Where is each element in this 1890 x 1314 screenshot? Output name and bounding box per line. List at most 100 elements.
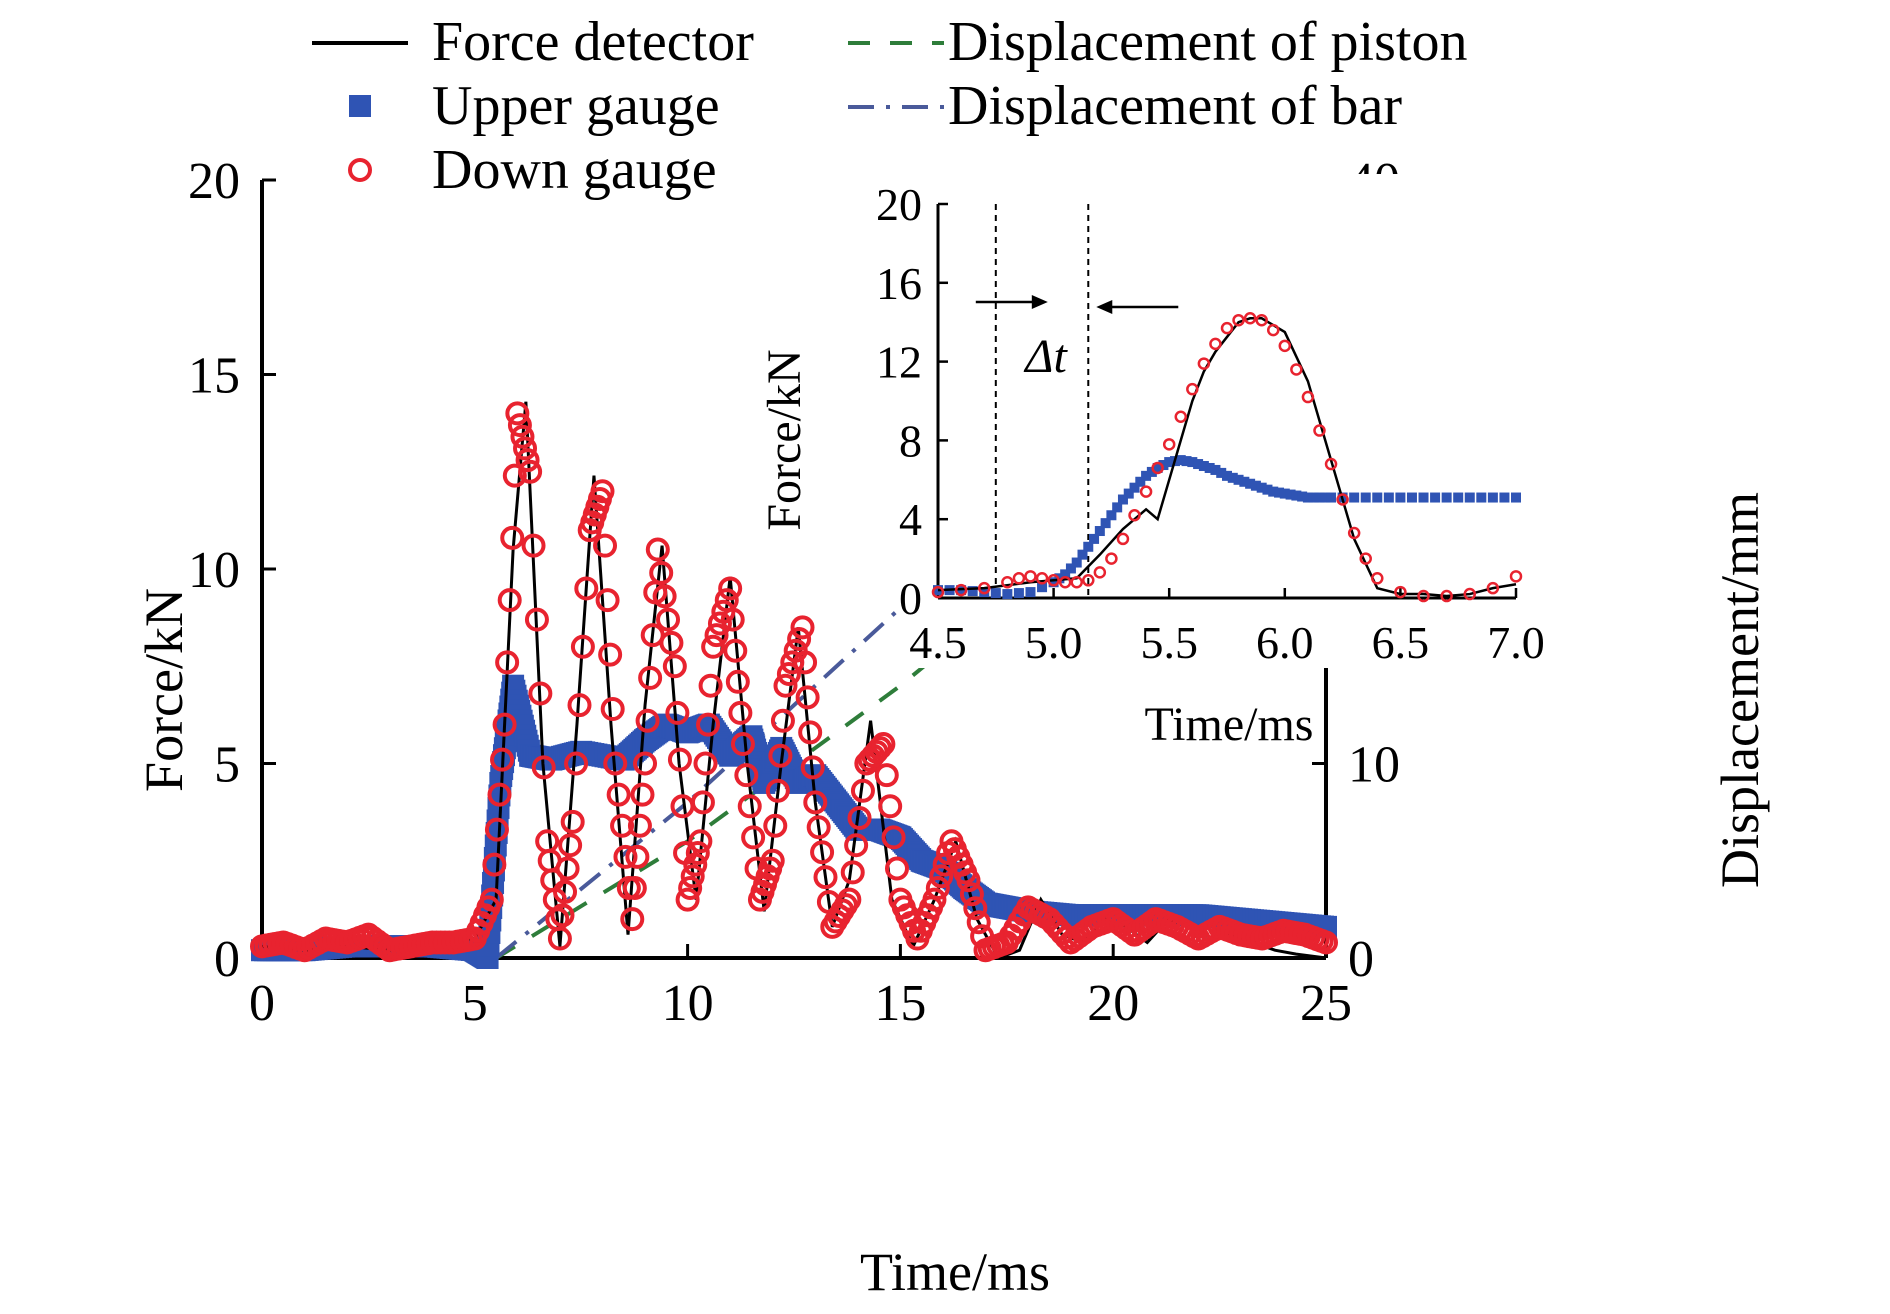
down-gauge-point <box>696 712 721 737</box>
down-gauge-point <box>495 650 520 675</box>
down-gauge-point <box>844 833 869 858</box>
legend-upper-gauge-swatch <box>349 95 371 117</box>
down-gauge-point <box>847 805 872 830</box>
down-gauge-point <box>878 794 903 819</box>
inset-down-gauge-point <box>1174 410 1188 424</box>
inset-down-gauge-point <box>1082 574 1095 587</box>
inset-down-gauge-point <box>1324 457 1338 471</box>
down-gauge-point <box>773 673 798 698</box>
inset-upper-gauge-point <box>990 588 1001 599</box>
inset-upper-gauge-point <box>967 586 978 597</box>
inset-upper-gauge-point <box>1198 461 1209 472</box>
down-gauge-point <box>610 813 635 838</box>
inset-upper-gauge-point <box>1164 457 1175 468</box>
down-gauge-point <box>925 875 950 900</box>
inset-down-gauge-point <box>1290 363 1303 376</box>
inset-down-gauge-point <box>1197 357 1211 370</box>
main-y-tick-label: 10 <box>188 542 240 599</box>
inset-down-gauge-point <box>1128 509 1141 522</box>
down-gauge-point <box>603 751 628 776</box>
inset-upper-gauge-point <box>1146 466 1157 477</box>
down-gauge-point <box>558 833 583 858</box>
inset-upper-gauge-point <box>1175 455 1186 466</box>
main-y2-axis-label: Displacement/mm <box>1710 492 1770 888</box>
down-gauge-point <box>884 856 909 881</box>
inset-upper-gauge-point <box>1204 462 1215 473</box>
inset-upper-gauge-point <box>1239 476 1250 487</box>
down-gauge-point <box>531 755 556 780</box>
inset-upper-gauge-point <box>1279 488 1290 499</box>
inset-down-gauge-point <box>1463 587 1477 601</box>
down-gauge-point <box>479 887 504 912</box>
down-gauge-point <box>490 747 515 772</box>
inset-upper-gauge-point <box>1441 492 1452 503</box>
down-gauge-point <box>521 533 546 558</box>
inset-down-gauge-point <box>1001 575 1014 589</box>
down-gauge-point <box>649 560 674 585</box>
down-gauge-point <box>850 778 875 803</box>
down-gauge-point <box>502 463 527 488</box>
series-down-gauge <box>250 401 1338 963</box>
inset-upper-gauge-point <box>1152 462 1163 473</box>
inset-upper-gauge-point <box>1187 457 1198 468</box>
inset-upper-gauge-point <box>1487 492 1498 503</box>
inset-upper-gauge-point <box>1071 557 1082 568</box>
down-gauge-point <box>763 813 788 838</box>
inset-down-gauge-point <box>1394 585 1407 599</box>
down-gauge-point <box>810 840 835 865</box>
down-gauge-point <box>625 844 650 869</box>
inset-upper-gauge-point <box>1372 492 1383 503</box>
inset-upper-gauge-point <box>1314 492 1325 503</box>
down-gauge-point <box>881 825 906 850</box>
down-gauge-point <box>497 588 522 613</box>
inset-upper-gauge-point <box>1233 474 1244 485</box>
down-gauge-point <box>765 778 790 803</box>
main-x-tick-label: 10 <box>662 975 714 1032</box>
inset-down-gauge-point <box>1440 589 1453 603</box>
legend-down-gauge-label: Down gauge <box>432 139 717 201</box>
inset-x-tick-label: 4.5 <box>909 617 967 668</box>
down-gauge-point <box>874 763 899 788</box>
down-gauge-point <box>630 782 655 807</box>
down-gauge-point <box>484 817 509 842</box>
down-gauge-point <box>959 882 984 907</box>
inset-upper-gauge-point <box>1285 489 1296 500</box>
down-gauge-point <box>606 782 631 807</box>
down-gauge-point <box>515 448 540 473</box>
inset-upper-gauge-point <box>1037 582 1048 593</box>
down-gauge-point <box>645 537 670 562</box>
inset-down-gauge-point <box>1024 570 1037 583</box>
inset-upper-gauge-point <box>1089 533 1100 544</box>
inset-upper-gauge-point <box>1320 492 1331 503</box>
main-y-axis-label: Force/kN <box>134 588 194 792</box>
main-y2-tick-label: 0 <box>1348 931 1374 988</box>
main-y2-tick-label: 10 <box>1348 737 1400 794</box>
inset-down-gauge-point <box>1243 312 1257 325</box>
inset-y-tick-label: 4 <box>899 494 922 545</box>
down-gauge-point <box>956 868 981 893</box>
inset-down-gauge-point <box>1139 485 1153 498</box>
inset-upper-gauge-point <box>1349 492 1360 503</box>
inset-upper-gauge-point <box>1302 492 1313 503</box>
inset-upper-gauge-point <box>1060 569 1071 580</box>
inset-y-tick-label: 12 <box>876 337 922 388</box>
inset-upper-gauge-point <box>1123 488 1134 499</box>
inset-upper-gauge-point <box>1326 492 1337 503</box>
inset-upper-gauge-point <box>1297 491 1308 502</box>
inset-down-gauge-point <box>1266 323 1280 337</box>
inset-down-gauge-point <box>1116 532 1130 546</box>
inset-down-gauge-point <box>1070 575 1083 589</box>
legend-force-detector-label: Force detector <box>432 11 754 73</box>
inset-series-force-detector <box>937 317 1517 598</box>
inset-upper-gauge-point <box>1193 459 1204 470</box>
inset-y-tick-label: 16 <box>876 258 922 309</box>
inset-upper-gauge-point <box>1135 476 1146 487</box>
down-gauge-point <box>795 685 820 710</box>
main-y-tick-label: 5 <box>214 737 240 794</box>
inset-down-gauge-point <box>1093 566 1107 579</box>
inset-down-gauge-point <box>1313 424 1326 437</box>
inset-down-gauge-point <box>1278 339 1292 353</box>
main-plot: 051015202505101520010203040 <box>188 153 1400 1032</box>
down-gauge-point <box>720 607 745 632</box>
